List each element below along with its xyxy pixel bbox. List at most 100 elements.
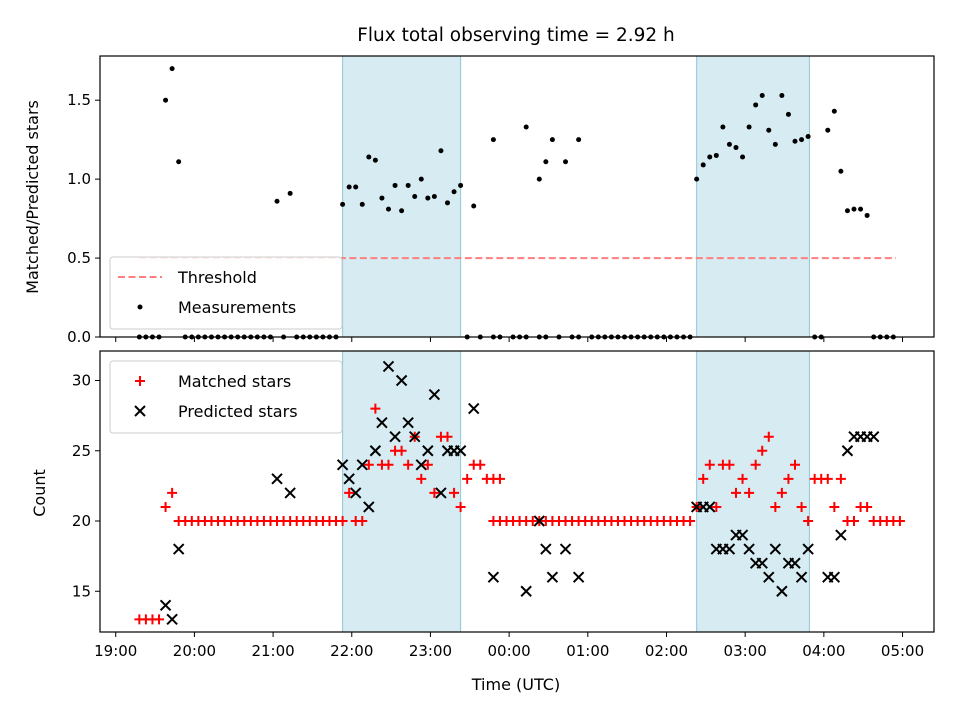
predicted-star-marker <box>841 445 854 457</box>
y-tick-label: 1.5 <box>67 91 91 109</box>
predicted-star-marker <box>382 360 395 373</box>
predicted-star-marker <box>828 571 841 583</box>
predicted-star-marker <box>402 416 414 429</box>
shaded-interval-2 <box>696 350 810 633</box>
data-point <box>405 182 411 188</box>
data-point <box>792 138 798 144</box>
data-point <box>163 97 169 103</box>
data-point <box>353 184 359 190</box>
matched-star-marker <box>396 445 407 456</box>
predicted-star-marker <box>369 445 382 457</box>
matched-star-marker <box>744 487 755 498</box>
data-point <box>713 152 719 158</box>
matched-star-marker <box>429 487 440 498</box>
y-tick-label: 0.0 <box>67 328 91 346</box>
x-tick-label: 20:00 <box>173 642 216 660</box>
predicted-star-marker <box>540 543 552 555</box>
data-point <box>471 203 477 209</box>
x-tick-label: 19:00 <box>94 642 137 660</box>
matched-star-marker <box>790 459 800 470</box>
data-point <box>720 124 726 130</box>
y-tick-label: 30 <box>72 372 91 390</box>
x-tick-label: 01:00 <box>566 642 609 660</box>
predicted-star-marker <box>487 571 500 583</box>
x-tick-label: 02:00 <box>645 642 688 660</box>
matched-star-marker <box>835 473 846 484</box>
predicted-star-marker <box>559 543 572 555</box>
matched-star-marker <box>370 403 381 414</box>
data-point <box>785 111 791 117</box>
data-point <box>176 159 182 165</box>
matched-star-marker <box>803 516 814 527</box>
matched-star-marker <box>363 459 374 470</box>
predicted-star-marker <box>389 430 401 443</box>
x-tick-label: 04:00 <box>802 642 845 660</box>
data-point <box>359 201 365 207</box>
predicted-star-marker <box>802 543 814 555</box>
predicted-star-marker <box>769 543 782 555</box>
x-tick-label: 22:00 <box>330 642 373 660</box>
data-point <box>445 200 450 206</box>
chart-title: Flux total observing time = 2.92 h <box>357 25 675 46</box>
data-point <box>576 137 582 143</box>
data-point <box>825 127 831 133</box>
matched-star-marker <box>494 473 505 484</box>
predicted-star-marker <box>435 487 447 499</box>
matched-star-marker <box>167 487 178 498</box>
predicted-star-marker <box>395 374 408 387</box>
data-point <box>779 92 785 98</box>
matched-star-marker <box>475 459 486 470</box>
predicted-star-marker <box>763 571 775 583</box>
shaded-interval-1 <box>342 55 462 338</box>
matched-star-marker <box>455 501 466 512</box>
data-point <box>418 176 424 182</box>
data-point <box>490 137 496 143</box>
matched-star-marker <box>770 501 781 512</box>
data-point <box>858 206 864 212</box>
data-point <box>563 159 569 165</box>
legend-box <box>109 360 343 434</box>
data-point <box>726 141 732 147</box>
matched-star-marker <box>757 445 768 456</box>
predicted-star-marker <box>454 445 467 457</box>
data-point <box>694 176 700 182</box>
y-tick-label: 25 <box>72 442 91 460</box>
matched-star-marker <box>357 516 368 527</box>
data-point <box>346 184 352 190</box>
legend-label: Measurements <box>178 298 296 317</box>
matched-star-marker <box>160 501 171 512</box>
data-point <box>287 190 293 196</box>
predicted-star-marker <box>350 487 362 499</box>
matched-star-marker <box>383 459 394 470</box>
data-point <box>438 148 444 154</box>
x-tick-label: 05:00 <box>881 642 924 660</box>
matched-star-marker <box>776 487 787 498</box>
predicted-star-marker <box>533 515 545 527</box>
predicted-star-marker <box>271 473 283 485</box>
predicted-star-marker <box>363 501 375 513</box>
data-point <box>379 195 385 201</box>
y-tick-label: 0.5 <box>67 249 91 267</box>
data-point <box>431 194 437 199</box>
matched-star-marker <box>154 614 165 625</box>
predicted-star-marker <box>743 543 755 555</box>
predicted-star-marker <box>284 487 296 499</box>
predicted-star-marker <box>336 459 349 471</box>
data-point <box>169 66 175 72</box>
predicted-star-marker <box>867 430 880 443</box>
predicted-star-marker <box>415 459 427 471</box>
ratio-y-axis-label: Matched/Predicted stars <box>23 100 42 294</box>
predicted-star-marker <box>468 402 480 415</box>
data-point <box>753 102 759 108</box>
predicted-star-marker <box>835 529 847 541</box>
matched-star-marker <box>750 459 761 470</box>
predicted-star-marker <box>376 416 388 429</box>
data-point <box>759 92 765 98</box>
x-tick-label: 23:00 <box>409 642 452 660</box>
data-point <box>458 182 464 188</box>
data-point <box>772 141 778 147</box>
data-point <box>385 206 391 212</box>
matched-star-marker <box>704 459 715 470</box>
data-point <box>844 208 850 214</box>
